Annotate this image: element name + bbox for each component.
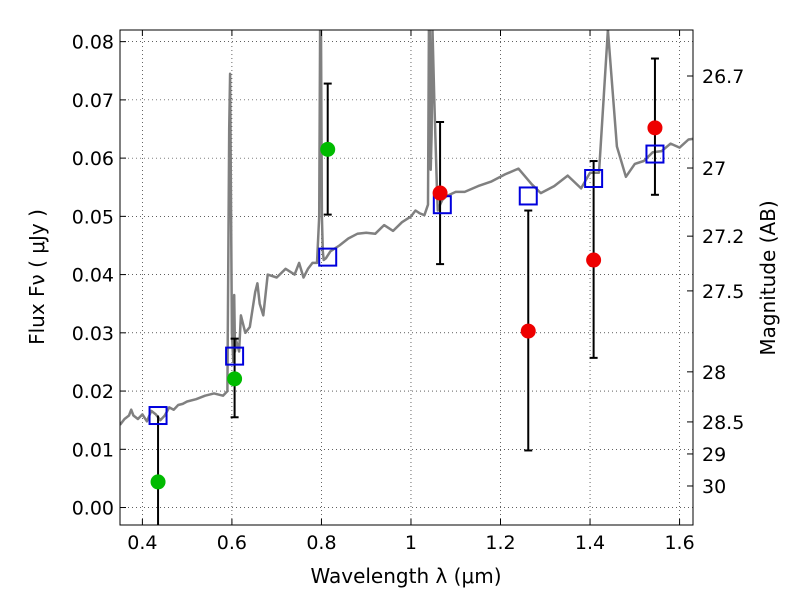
observed-point — [586, 252, 602, 268]
y2-tick-label: 27.5 — [702, 281, 744, 303]
x-tick-label: 1.4 — [575, 532, 605, 554]
x-tick-label: 1 — [405, 532, 417, 554]
y-tick-label: 0.02 — [72, 381, 114, 403]
observed-point — [227, 371, 243, 387]
y2-tick-label: 27 — [702, 158, 726, 180]
y-tick-label: 0.04 — [72, 265, 114, 287]
x-tick-label: 0.6 — [217, 532, 247, 554]
y-axis-label: Flux Fν ( μJy ) — [25, 209, 49, 345]
x-axis-ticks: 0.4 0.6 0.8 1 1.2 1.4 1.6 — [127, 30, 695, 554]
plot-frame — [119, 29, 694, 526]
observed-point — [150, 474, 166, 490]
right-axis-ticks: 26.7 27 27.2 27.5 28 28.5 29 30 — [687, 66, 744, 498]
y-tick-label: 0.01 — [72, 439, 114, 461]
observed-point — [647, 120, 663, 136]
model-sed-curve — [120, 30, 693, 426]
y-axis-ticks: 0.00 0.01 0.02 0.03 0.04 0.05 0.06 0.07 0.08 — [72, 32, 126, 520]
observed-point — [520, 323, 536, 339]
y2-tick-label: 29 — [702, 444, 726, 466]
y-tick-label: 0.03 — [72, 323, 114, 345]
model-band-marker — [318, 247, 338, 267]
y2-tick-label: 28.5 — [702, 412, 744, 434]
x-tick-label: 1.2 — [485, 532, 515, 554]
y-tick-label: 0.07 — [72, 90, 114, 112]
plot-background — [120, 30, 693, 525]
model-band-marker — [148, 406, 168, 426]
grid-lines — [120, 30, 693, 525]
y-tick-label: 0.06 — [72, 148, 114, 170]
model-band-marker — [645, 144, 665, 164]
data-markers — [148, 120, 665, 490]
y2-axis-label: Magnitude (AB) — [756, 200, 780, 355]
x-axis-label: Wavelength λ (μm) — [310, 564, 501, 588]
model-band-marker — [584, 169, 604, 188]
y2-tick-label: 28 — [702, 362, 726, 384]
y-tick-label: 0.05 — [72, 206, 114, 228]
model-sed-line — [120, 30, 693, 426]
observed-point — [432, 185, 448, 201]
y2-tick-label: 30 — [702, 476, 726, 498]
y2-tick-label: 26.7 — [702, 66, 744, 88]
model-band-marker — [225, 346, 245, 366]
x-tick-label: 1.6 — [664, 532, 694, 554]
y-tick-label: 0.08 — [72, 32, 114, 54]
observed-point — [320, 141, 336, 157]
model-band-marker — [518, 186, 538, 206]
y2-tick-label: 27.2 — [702, 226, 744, 248]
x-tick-label: 0.4 — [127, 532, 157, 554]
y-tick-label: 0.00 — [72, 498, 114, 520]
x-tick-label: 0.8 — [306, 532, 336, 554]
